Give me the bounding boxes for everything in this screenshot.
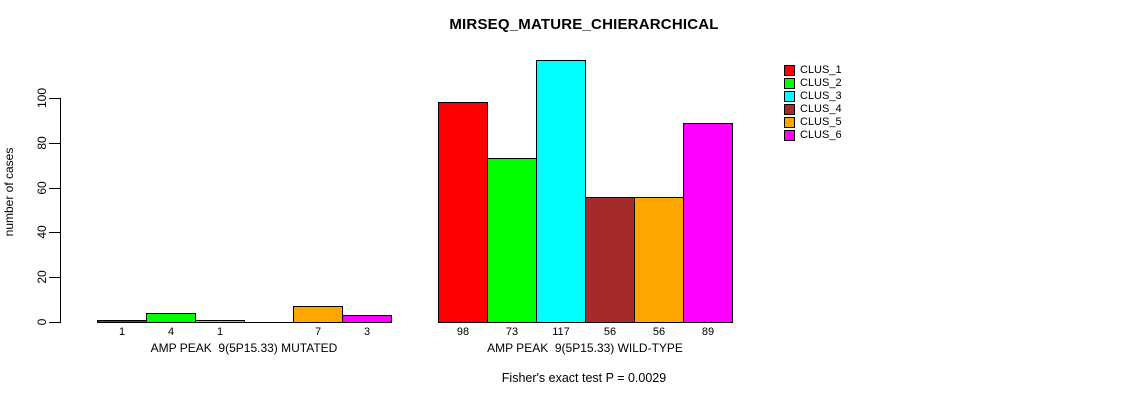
bar-clus_5	[634, 197, 684, 323]
y-tick-label: 20	[35, 270, 49, 284]
group-label: AMP PEAK 9(5P15.33) WILD-TYPE	[487, 341, 683, 355]
y-tick-label: 40	[35, 225, 49, 239]
bar-clus_6	[342, 315, 392, 323]
y-tick-mark	[49, 98, 60, 99]
bar-value-label: 1	[118, 326, 126, 338]
bar-clus_4	[585, 197, 635, 323]
y-tick-label: 80	[35, 136, 49, 150]
bar-value-label: 89	[701, 326, 715, 338]
bar-value-label: 98	[456, 326, 470, 338]
bar-clus_3	[195, 320, 245, 323]
y-tick-mark	[49, 322, 60, 323]
y-tick-label: 0	[35, 318, 49, 326]
bar-clus_4	[244, 322, 294, 323]
legend-swatch-clus_5	[784, 117, 795, 128]
legend: CLUS_1 CLUS_2 CLUS_3 CLUS_4 CLUS_5 CLUS_6	[784, 64, 842, 142]
bar-value-label: 4	[167, 326, 175, 338]
bar-value-label: 73	[505, 326, 519, 338]
legend-label: CLUS_3	[800, 90, 842, 102]
legend-label: CLUS_1	[800, 64, 842, 76]
footnote-fisher-test: Fisher's exact test P = 0.0029	[501, 371, 667, 385]
legend-swatch-clus_6	[784, 130, 795, 141]
bar-value-label: 1	[216, 326, 224, 338]
bar-value-label: 7	[314, 326, 322, 338]
legend-swatch-clus_4	[784, 104, 795, 115]
bar-clus_6	[683, 123, 733, 323]
bar-value-label: 56	[652, 326, 666, 338]
chart-title: MIRSEQ_MATURE_CHIERARCHICAL	[449, 16, 719, 33]
y-tick-mark	[49, 188, 60, 189]
y-tick-mark	[49, 232, 60, 233]
bar-clus_1	[97, 320, 147, 323]
legend-swatch-clus_3	[784, 91, 795, 102]
group-label: AMP PEAK 9(5P15.33) MUTATED	[150, 341, 338, 355]
legend-item: CLUS_6	[784, 129, 842, 142]
y-tick-label: 60	[35, 181, 49, 195]
y-axis-line	[60, 98, 61, 323]
legend-label: CLUS_6	[800, 129, 842, 141]
bar-clus_1	[438, 102, 488, 323]
legend-item: CLUS_5	[784, 116, 842, 129]
bar-clus_5	[293, 306, 343, 323]
bar-value-label: 3	[363, 326, 371, 338]
y-tick-mark	[49, 277, 60, 278]
legend-swatch-clus_1	[784, 65, 795, 76]
legend-label: CLUS_4	[800, 103, 842, 115]
legend-item: CLUS_1	[784, 64, 842, 77]
bar-clus_2	[146, 313, 196, 323]
legend-label: CLUS_2	[800, 77, 842, 89]
legend-item: CLUS_3	[784, 90, 842, 103]
bar-value-label: 117	[552, 326, 570, 338]
legend-swatch-clus_2	[784, 78, 795, 89]
y-tick-label: 100	[35, 87, 49, 109]
bar-clus_2	[487, 158, 537, 323]
y-axis-label: number of cases	[2, 147, 16, 237]
bar-value-label: 56	[603, 326, 617, 338]
bar-clus_3	[536, 60, 586, 323]
legend-item: CLUS_4	[784, 103, 842, 116]
legend-item: CLUS_2	[784, 77, 842, 90]
legend-label: CLUS_5	[800, 116, 842, 128]
y-tick-mark	[49, 143, 60, 144]
